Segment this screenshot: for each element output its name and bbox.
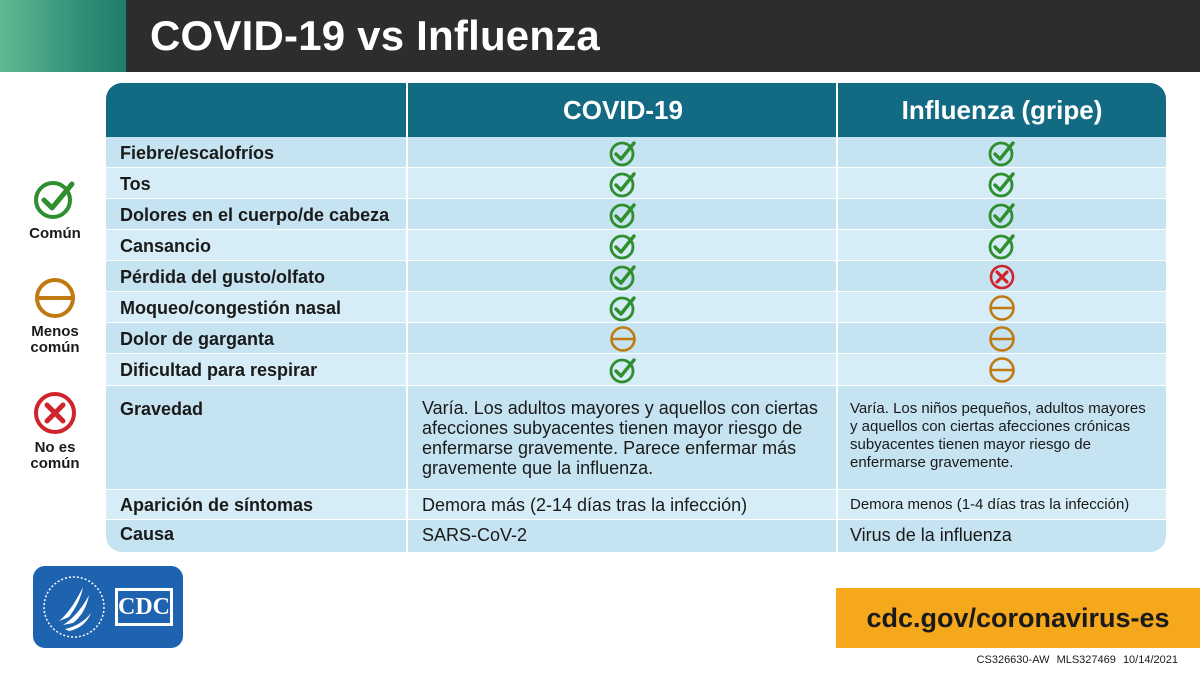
- onset-label: Aparición de síntomas: [120, 495, 314, 515]
- url-link[interactable]: cdc.gov/coronavirus-es: [866, 603, 1170, 633]
- symptom-label: Pérdida del gusto/olfato: [120, 266, 326, 287]
- legend-label-less-common: Menos común: [30, 323, 80, 356]
- check-circle-icon: [609, 358, 636, 384]
- header-bar: COVID-19 vs Influenza: [0, 0, 1200, 72]
- check-circle-icon: [609, 264, 636, 290]
- check-circle-icon: [988, 202, 1015, 228]
- cause-flu-text: Virus de la influenza: [850, 525, 1012, 545]
- table-row: Fiebre/escalofríos: [106, 137, 1166, 168]
- symptom-label: Moqueo/congestión nasal: [120, 297, 342, 318]
- url-banner[interactable]: cdc.gov/coronavirus-es: [836, 588, 1200, 648]
- legend-label-common: Común: [29, 225, 81, 242]
- cdc-wordmark: CDC: [115, 588, 173, 626]
- symptom-label: Dificultad para respirar: [120, 360, 318, 380]
- severity-flu-text: Varía. Los niños pequeños, adultos mayor…: [850, 400, 1146, 471]
- header-accent: [0, 0, 126, 72]
- table-row-cause: Causa SARS-CoV-2 Virus de la influenza: [106, 520, 1166, 552]
- cause-label: Causa: [120, 524, 175, 544]
- table-row: Tos: [106, 168, 1166, 199]
- check-circle-icon: [988, 171, 1015, 197]
- check-circle-icon: [609, 171, 636, 197]
- severity-covid-text: Varía. Los adultos mayores y aquellos co…: [422, 398, 818, 478]
- symptom-label: Dolores en el cuerpo/de cabeza: [120, 204, 390, 225]
- cdc-logo: CDC: [33, 566, 183, 648]
- check-circle-icon: [609, 233, 636, 259]
- document-id: CS326630-AW MLS327469 10/14/2021: [976, 654, 1178, 666]
- comparison-table: COVID-19 Influenza (gripe) Fiebre/escalo…: [106, 83, 1166, 552]
- table-row: Dolor de garganta: [106, 323, 1166, 354]
- header-divider: [406, 83, 408, 137]
- severity-label: Gravedad: [120, 399, 204, 419]
- table-row: Dificultad para respirar: [106, 354, 1166, 386]
- table-header: COVID-19 Influenza (gripe): [106, 83, 1166, 137]
- minus-circle-icon: [989, 294, 1015, 321]
- onset-covid-text: Demora más (2-14 días tras la infección): [422, 495, 748, 515]
- check-circle-icon: [609, 295, 636, 321]
- symptom-label: Tos: [120, 173, 151, 194]
- header-divider: [836, 83, 838, 137]
- table-row: Pérdida del gusto/olfato: [106, 261, 1166, 292]
- cause-covid-text: SARS-CoV-2: [422, 525, 528, 545]
- table-row: Cansancio: [106, 230, 1166, 261]
- check-circle-icon: [34, 181, 75, 219]
- column-divider: [836, 137, 838, 552]
- table-row-severity: Gravedad Varía. Los adultos mayores y aqu…: [106, 386, 1166, 490]
- symptom-label: Cansancio: [120, 235, 212, 256]
- table-row: Dolores en el cuerpo/de cabeza: [106, 199, 1166, 230]
- table-row: Moqueo/congestión nasal: [106, 292, 1166, 323]
- check-circle-icon: [609, 140, 636, 166]
- page-title: COVID-19 vs Influenza: [150, 12, 600, 59]
- legend-item-less-common: Menos común: [20, 276, 90, 356]
- minus-circle-icon: [610, 325, 636, 352]
- onset-flu-text: Demora menos (1-4 días tras la infección…: [850, 496, 1130, 513]
- check-circle-icon: [988, 233, 1015, 259]
- minus-circle-icon: [989, 325, 1015, 352]
- x-circle-icon: [989, 264, 1015, 289]
- minus-circle-icon: [989, 357, 1015, 383]
- legend-item-common: Común: [20, 176, 90, 242]
- symptom-label: Dolor de garganta: [120, 328, 275, 349]
- minus-circle-icon: [35, 278, 75, 318]
- column-divider: [406, 137, 408, 552]
- check-circle-icon: [988, 140, 1015, 166]
- symptom-label: Fiebre/escalofríos: [120, 142, 275, 163]
- hhs-eagle-icon: [43, 576, 105, 638]
- column-header-flu: Influenza (gripe): [901, 95, 1103, 125]
- legend-label-not-common: No es común: [30, 439, 80, 472]
- table-row-onset: Aparición de síntomas Demora más (2-14 dí…: [106, 490, 1166, 520]
- column-header-covid: COVID-19: [563, 95, 683, 125]
- x-circle-icon: [34, 392, 76, 434]
- legend-item-not-common: No es común: [20, 390, 90, 472]
- check-circle-icon: [609, 202, 636, 228]
